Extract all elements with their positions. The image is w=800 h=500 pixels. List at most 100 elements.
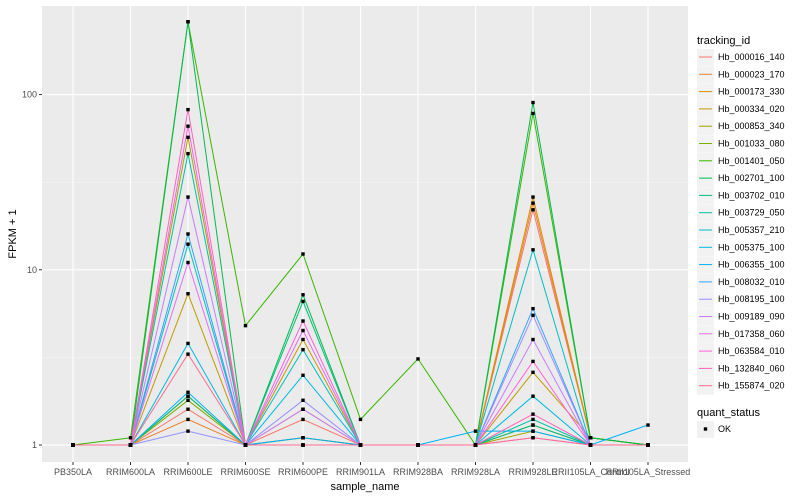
x-tick-label: PB350LA	[54, 467, 92, 477]
legend-label: Hb_000853_340	[718, 121, 785, 131]
data-point	[473, 443, 478, 447]
data-point	[186, 398, 190, 402]
data-point	[186, 151, 190, 156]
x-tick-label: RRIM600PE	[278, 467, 328, 477]
legend-label: Hb_000173_330	[718, 87, 785, 97]
data-point	[531, 436, 535, 440]
data-point	[186, 417, 190, 422]
y-tick-label: 10	[27, 265, 37, 275]
x-tick-label: RRIM600LA	[106, 467, 155, 477]
data-point	[588, 436, 593, 440]
data-point	[186, 107, 190, 112]
data-point	[358, 443, 363, 447]
data-point	[416, 357, 420, 361]
data-point	[531, 248, 535, 252]
data-point	[301, 398, 305, 402]
data-point	[186, 232, 190, 236]
plot-panel	[42, 6, 688, 462]
legend-label: Hb_009189_090	[718, 312, 785, 322]
y-tick-label: 1	[32, 440, 37, 450]
y-tick-label: 100	[22, 90, 37, 100]
data-point	[531, 111, 535, 116]
data-point	[186, 407, 190, 411]
data-point	[301, 337, 305, 342]
data-point	[358, 417, 363, 422]
data-point	[531, 370, 535, 374]
data-point	[531, 394, 535, 398]
data-point	[186, 135, 190, 140]
legend-label: Hb_002701_100	[718, 173, 785, 183]
data-point	[186, 390, 190, 394]
x-tick-label: RRIM928LA	[451, 467, 500, 477]
data-point	[301, 347, 305, 352]
legend-tracking-id: tracking_id Hb_000016_140 Hb_000023_170 Hb…	[697, 35, 785, 395]
data-point	[531, 306, 535, 311]
legend-label: Hb_132840_060	[718, 363, 785, 373]
legend-label: Hb_000023_170	[718, 69, 785, 79]
data-point	[473, 429, 478, 433]
data-point	[531, 429, 535, 433]
x-axis: PB350LA RRIM600LA RRIM600LE RRIM600SE RRIM60…	[54, 462, 690, 477]
data-point	[531, 195, 535, 199]
data-point	[128, 443, 133, 447]
data-point	[186, 260, 190, 265]
data-point	[301, 436, 305, 440]
data-point	[531, 423, 535, 427]
x-tick-label: RRII105LA_Stressed	[606, 467, 691, 477]
data-point	[531, 417, 535, 422]
legend-label: Hb_003729_050	[718, 208, 785, 218]
legend-quant-status: quant_status OK	[697, 407, 760, 438]
data-point	[301, 252, 305, 256]
data-point	[301, 443, 305, 447]
data-point	[531, 100, 535, 105]
legend-label: Hb_005357_210	[718, 225, 785, 235]
legend-label: Hb_000334_020	[718, 104, 785, 114]
data-point	[531, 313, 535, 317]
legend-label: OK	[718, 424, 731, 434]
data-point	[646, 423, 650, 427]
data-point	[301, 319, 305, 323]
data-point	[186, 394, 190, 398]
legend-point-symbol	[703, 427, 708, 431]
x-tick-label: RRIM600LE	[163, 467, 212, 477]
data-point	[301, 407, 305, 411]
legend-title-quant-status: quant_status	[697, 407, 760, 419]
legend-label: Hb_063584_010	[718, 346, 785, 356]
legend-label: Hb_001401_050	[718, 156, 785, 166]
data-point	[186, 124, 190, 128]
data-point	[128, 436, 133, 440]
x-tick-label: RRIM928LE	[508, 467, 557, 477]
data-point	[588, 443, 593, 447]
legend-label: Hb_005375_100	[718, 242, 785, 252]
legend-label: Hb_008032_010	[718, 277, 785, 287]
legend-label: Hb_008195_100	[718, 294, 785, 304]
data-point	[186, 242, 190, 246]
x-tick-label: RRIM600SE	[220, 467, 270, 477]
legend-label: Hb_000016_140	[718, 52, 785, 62]
data-point	[531, 208, 535, 212]
data-point	[301, 328, 305, 333]
x-axis-title: sample_name	[330, 481, 399, 493]
x-tick-label: RRIM928BA	[393, 467, 443, 477]
y-axis-title: FPKM + 1	[7, 209, 19, 258]
data-point	[186, 341, 190, 346]
data-point	[71, 443, 75, 447]
data-point	[531, 337, 535, 342]
data-point	[531, 359, 535, 364]
legend-title-tracking-id: tracking_id	[697, 35, 750, 47]
data-point	[186, 352, 190, 356]
data-point	[416, 443, 420, 447]
legend-label: Hb_155874_020	[718, 381, 785, 391]
data-point	[186, 195, 190, 199]
data-point	[301, 417, 305, 422]
data-point	[186, 20, 190, 24]
data-point	[301, 293, 305, 297]
data-point	[243, 443, 248, 447]
data-point	[531, 412, 535, 416]
legend-label: Hb_006355_100	[718, 260, 785, 270]
y-axis: 1 10 100	[22, 90, 42, 450]
legend-label: Hb_017358_060	[718, 329, 785, 339]
data-point	[186, 292, 190, 296]
x-tick-label: RRII105LA_Control	[551, 467, 629, 477]
